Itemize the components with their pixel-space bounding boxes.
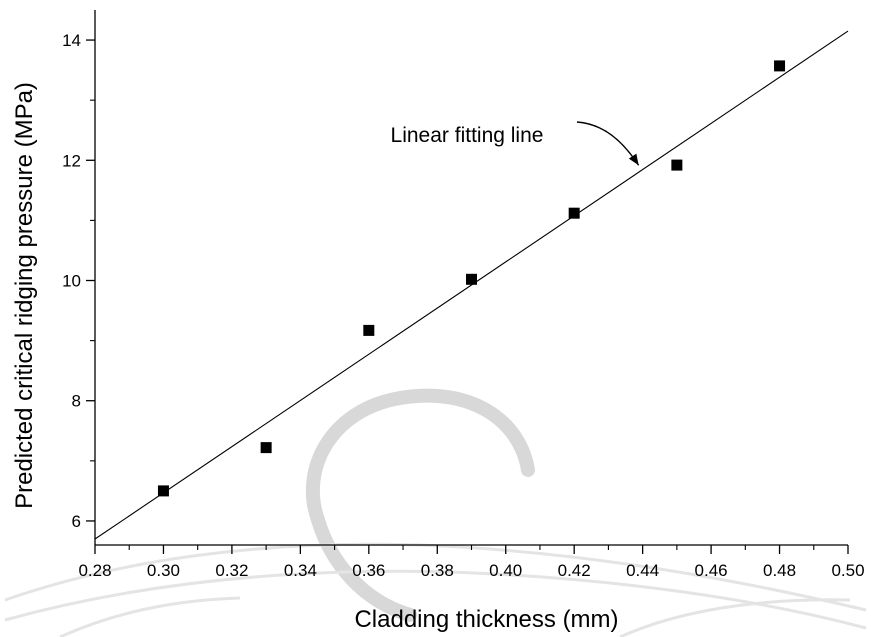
annotation-label: Linear fitting line [391, 124, 544, 147]
x-tick-label: 0.28 [78, 561, 111, 580]
x-tick-label: 0.46 [695, 561, 728, 580]
axes [86, 10, 849, 554]
x-tick-label: 0.34 [284, 561, 317, 580]
x-tick-label: 0.32 [215, 561, 248, 580]
data-point [671, 159, 683, 171]
data-point [466, 273, 477, 285]
data-point [157, 485, 169, 497]
x-axis-title: Cladding thickness (mm) [354, 606, 618, 633]
y-tick-label: 12 [62, 151, 81, 170]
x-tick-label: 0.38 [421, 561, 454, 580]
data-point [568, 207, 580, 219]
y-axis-title: Predicted critical ridging pressure (MPa… [11, 82, 38, 509]
x-tick-label: 0.44 [626, 561, 659, 580]
data-point [774, 60, 786, 72]
data-point [260, 442, 272, 454]
annotations: Linear fitting line [391, 121, 640, 166]
y-tick-label: 14 [62, 31, 81, 50]
data-point [363, 324, 375, 336]
x-tick-label: 0.36 [352, 561, 385, 580]
fit-line-layer [94, 30, 849, 540]
y-tick-label: 10 [62, 272, 81, 291]
x-tick-label: 0.50 [831, 561, 864, 580]
axis-labels: 0.28 0.30 0.32 0.34 0.36 0.38 0.40 0.42 0.44 0.46… [11, 31, 865, 633]
x-tick-label: 0.42 [558, 561, 591, 580]
x-tick-label: 0.40 [489, 561, 522, 580]
watermark-logo [4, 388, 867, 637]
y-tick-label: 6 [72, 512, 81, 531]
annotation-arrowhead [628, 153, 639, 166]
x-tick-label: 0.30 [147, 561, 180, 580]
x-tick-label: 0.48 [763, 561, 796, 580]
y-tick-label: 8 [72, 392, 81, 411]
data-points [157, 60, 786, 497]
linear-fit-line [94, 30, 849, 540]
